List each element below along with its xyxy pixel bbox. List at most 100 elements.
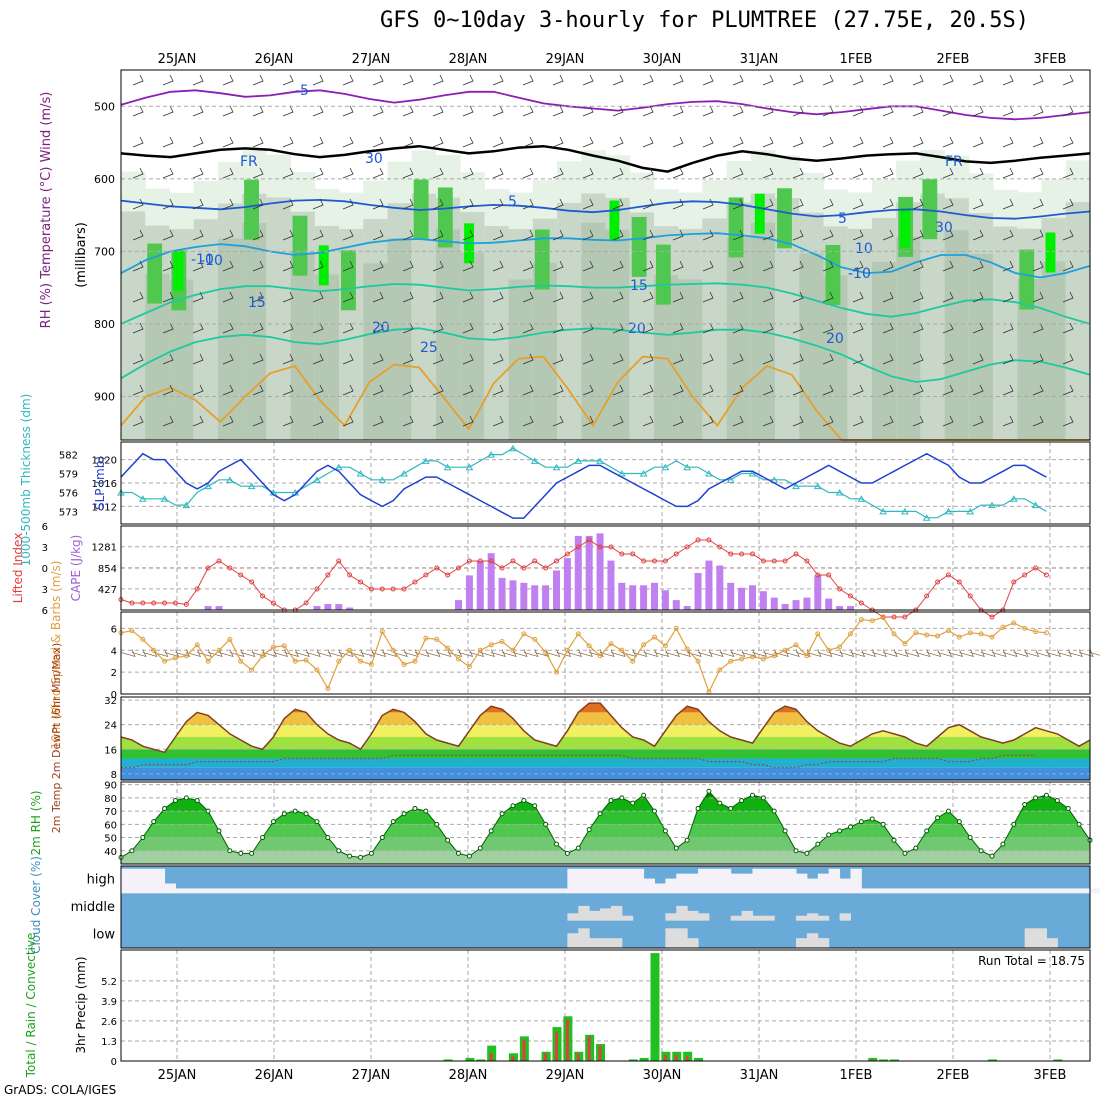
- wind-marker: [314, 667, 320, 673]
- li-marker: [554, 558, 560, 564]
- li-tick: 0: [42, 564, 48, 575]
- rh-marker: [826, 832, 832, 838]
- wind-barb: [672, 260, 684, 272]
- cloud-layer-bar: [567, 868, 579, 894]
- wind-barb: [792, 353, 804, 365]
- rh-marker: [945, 808, 951, 814]
- rh-marker: [771, 808, 777, 814]
- wind-barb: [402, 415, 414, 427]
- wind-barb: [972, 105, 984, 117]
- li-marker: [238, 572, 244, 578]
- cape-bar: [770, 597, 778, 610]
- slp-tick: 1016: [92, 479, 117, 490]
- rh-shade: [581, 222, 606, 440]
- rh-shade: [266, 197, 292, 440]
- surface-barb: [795, 649, 811, 657]
- rh-shade: [387, 238, 413, 440]
- wind-barb: [522, 74, 534, 86]
- wind-tick: 6: [111, 624, 117, 635]
- rh-marker: [978, 848, 984, 854]
- wind-barb: [402, 198, 414, 210]
- wind-barb: [582, 105, 594, 117]
- wind-barb: [162, 229, 174, 241]
- surface-barb: [981, 649, 996, 657]
- wind-barb: [882, 353, 894, 365]
- contour-label: 30: [935, 220, 953, 236]
- isotherm-line: [120, 327, 1091, 383]
- wind-barb: [372, 74, 384, 86]
- thickness-marker: [661, 463, 670, 471]
- surface-barb: [480, 649, 495, 657]
- cape-bar: [574, 535, 582, 610]
- rh-marker: [336, 848, 342, 854]
- li-marker: [423, 572, 429, 578]
- wind-barb: [1002, 136, 1014, 148]
- wind-barb: [822, 322, 834, 334]
- rh-marker: [1065, 805, 1071, 811]
- wind-barb: [402, 229, 414, 241]
- wind-barb: [1032, 198, 1044, 210]
- surface-barb: [1079, 649, 1094, 657]
- cloud-layer-bar: [752, 915, 764, 921]
- wind-barb: [912, 74, 924, 86]
- panel-frame: [120, 611, 1091, 695]
- wind-marker: [129, 628, 135, 634]
- cape-bar: [738, 587, 746, 610]
- rh-shade: [871, 261, 897, 440]
- wind-marker: [858, 617, 864, 623]
- wind-barb: [762, 105, 774, 117]
- surface-barb: [578, 649, 593, 657]
- wind-barb: [642, 260, 654, 272]
- wind-marker: [662, 643, 668, 649]
- cape-bar: [694, 572, 702, 610]
- cape-tick: 854: [98, 564, 117, 575]
- rh-marker: [216, 828, 222, 834]
- contour-label: FR: [945, 154, 963, 170]
- cloud-layer-bar: [708, 868, 721, 894]
- rh-marker: [172, 798, 178, 804]
- surface-barb: [959, 649, 974, 657]
- precip-convective-bar: [511, 1056, 515, 1061]
- cloud-layer-bar: [817, 938, 830, 948]
- wind-barb: [282, 198, 294, 210]
- precip-tick: 5.2: [101, 977, 117, 988]
- cloud-layer-bar: [981, 888, 993, 894]
- wind-barb: [672, 384, 684, 396]
- wind-barb: [312, 74, 324, 86]
- rh-marker: [728, 805, 734, 811]
- surface-barb: [349, 649, 365, 657]
- cloud-layer-bar: [436, 888, 449, 894]
- cape-tick: 427: [98, 585, 117, 596]
- thickness-marker: [334, 463, 343, 471]
- cape-bar: [346, 607, 354, 610]
- li-marker: [532, 558, 538, 564]
- li-marker: [1043, 572, 1049, 578]
- surface-barb: [839, 649, 855, 657]
- wind-barb: [432, 384, 444, 396]
- surface-barb: [872, 649, 887, 657]
- wind-barb: [162, 74, 174, 86]
- cape-bar: [792, 600, 800, 610]
- wind-barb: [582, 415, 594, 427]
- wind-barb: [192, 167, 204, 179]
- wind-barb: [252, 105, 264, 117]
- y-tick-label: 600: [94, 173, 115, 186]
- precip-convective-bar: [555, 1031, 559, 1061]
- li-marker: [347, 572, 353, 578]
- li-marker: [739, 551, 745, 557]
- temp-band: [121, 758, 1090, 768]
- wind-barb: [1002, 198, 1014, 210]
- wind-barb: [792, 384, 804, 396]
- wind-barb: [942, 105, 954, 117]
- wind-barb: [732, 322, 744, 334]
- wind-barb: [582, 136, 594, 148]
- wind-barb: [642, 105, 654, 117]
- dewpoint-line: [121, 754, 1036, 769]
- wind-barb: [762, 167, 774, 179]
- thickness-marker: [944, 507, 953, 515]
- surface-barb: [926, 649, 942, 657]
- thickness-marker: [617, 470, 626, 477]
- wind-barb: [762, 229, 774, 241]
- cloud-layer-bar: [621, 915, 634, 921]
- cloud-layer-bar: [371, 888, 383, 894]
